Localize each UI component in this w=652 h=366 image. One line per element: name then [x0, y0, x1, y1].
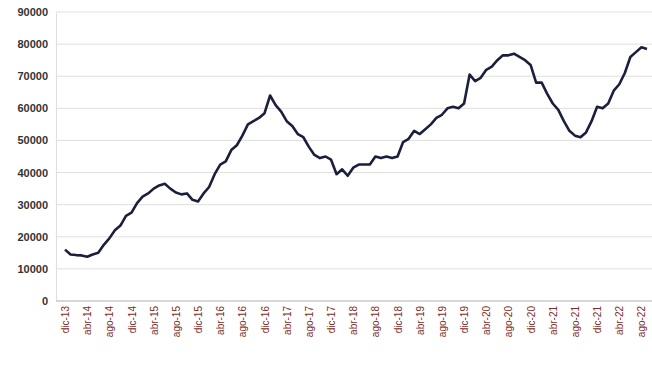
- y-tick: 90000: [17, 6, 56, 18]
- y-tick-label: 50000: [17, 134, 48, 146]
- x-tick: dic-13: [60, 301, 71, 333]
- x-tick: ago-16: [237, 301, 248, 337]
- x-tick-label: ago-16: [237, 306, 248, 338]
- grid-line: [56, 172, 652, 173]
- y-tick: 70000: [17, 70, 56, 82]
- x-tick: ago-14: [104, 301, 115, 337]
- x-tick: abr-14: [82, 301, 93, 335]
- y-tick-label: 60000: [17, 102, 48, 114]
- x-tick: ago-15: [171, 301, 182, 337]
- x-tick-label: dic-16: [260, 306, 271, 334]
- x-tick: abr-20: [481, 301, 492, 335]
- grid-line: [56, 12, 652, 13]
- x-axis: dic-13 abr-14 ago-14 dic-14 abr-15 ago-15 dic-…: [56, 301, 652, 337]
- x-tick-label: ago-22: [636, 306, 647, 338]
- x-axis-line: [56, 301, 652, 302]
- x-tick: ago-19: [437, 301, 448, 337]
- x-tick-label: dic-18: [393, 306, 404, 334]
- x-tick-label: abr-17: [282, 306, 293, 335]
- x-tick: ago-21: [570, 301, 581, 337]
- x-tick: ago-17: [304, 301, 315, 337]
- y-tick-label: 80000: [17, 38, 48, 50]
- y-tick: 40000: [17, 167, 56, 179]
- grid-line: [56, 236, 652, 237]
- x-tick-label: abr-21: [548, 306, 559, 335]
- x-tick-label: abr-19: [415, 306, 426, 335]
- data-line: [65, 47, 647, 256]
- x-tick-label: abr-18: [348, 306, 359, 335]
- x-tick-label: dic-13: [60, 306, 71, 334]
- y-tick: 0: [42, 295, 56, 307]
- grid-line: [56, 268, 652, 269]
- y-tick-label: 30000: [17, 199, 48, 211]
- x-tick: ago-22: [636, 301, 647, 337]
- x-tick: dic-15: [193, 301, 204, 333]
- y-axis: 0 10000 20000 30000 40000 50000 60000 70000 8000…: [17, 6, 56, 307]
- x-tick-label: abr-16: [215, 306, 226, 335]
- x-tick-label: ago-15: [171, 306, 182, 338]
- y-tick-label: 40000: [17, 167, 48, 179]
- y-tick: 50000: [17, 134, 56, 146]
- x-tick: abr-16: [215, 301, 226, 335]
- x-tick: dic-20: [526, 301, 537, 333]
- grid-line: [56, 44, 652, 45]
- x-tick: abr-18: [348, 301, 359, 335]
- x-tick-label: abr-22: [614, 306, 625, 335]
- x-tick-label: dic-15: [193, 306, 204, 334]
- y-tick: 20000: [17, 231, 56, 243]
- x-tick-label: abr-15: [149, 306, 160, 335]
- chart-container: 0 10000 20000 30000 40000 50000 60000 70000 8000…: [0, 0, 652, 366]
- x-tick: ago-20: [503, 301, 514, 337]
- y-tick: 60000: [17, 102, 56, 114]
- x-tick-label: abr-20: [481, 306, 492, 335]
- chart-svg: 0 10000 20000 30000 40000 50000 60000 70000 8000…: [0, 0, 652, 366]
- x-tick-label: dic-21: [592, 306, 603, 334]
- x-tick: ago-18: [370, 301, 381, 337]
- y-axis-line: [56, 13, 57, 302]
- x-tick: dic-21: [592, 301, 603, 333]
- x-tick: dic-18: [393, 301, 404, 333]
- grid-line: [56, 204, 652, 205]
- x-tick-label: abr-14: [82, 306, 93, 335]
- x-tick-label: dic-17: [326, 306, 337, 334]
- x-tick: abr-17: [282, 301, 293, 335]
- y-tick-label: 0: [42, 295, 48, 307]
- x-tick-label: dic-20: [526, 306, 537, 334]
- x-tick: abr-21: [548, 301, 559, 335]
- grid: [56, 12, 652, 301]
- y-tick-label: 10000: [17, 263, 48, 275]
- y-tick: 30000: [17, 199, 56, 211]
- y-tick: 10000: [17, 263, 56, 275]
- grid-line: [56, 76, 652, 77]
- x-tick-label: dic-14: [127, 306, 138, 334]
- y-tick: 80000: [17, 38, 56, 50]
- y-tick-label: 20000: [17, 231, 48, 243]
- x-tick: dic-14: [127, 301, 138, 333]
- x-tick-label: ago-18: [370, 306, 381, 338]
- grid-line: [56, 140, 652, 141]
- x-tick-label: ago-19: [437, 306, 448, 338]
- x-tick: dic-19: [459, 301, 470, 333]
- x-tick-label: ago-14: [104, 306, 115, 338]
- y-tick-label: 90000: [17, 6, 48, 18]
- x-tick: dic-16: [260, 301, 271, 333]
- x-tick-label: ago-20: [503, 306, 514, 338]
- x-tick: abr-19: [415, 301, 426, 335]
- x-tick-label: ago-21: [570, 306, 581, 338]
- grid-line: [56, 301, 652, 302]
- x-tick-label: ago-17: [304, 306, 315, 338]
- grid-line: [56, 108, 652, 109]
- x-tick: abr-22: [614, 301, 625, 335]
- x-tick-label: dic-19: [459, 306, 470, 334]
- x-tick: dic-17: [326, 301, 337, 333]
- plot-area: [65, 47, 647, 256]
- x-tick: abr-15: [149, 301, 160, 335]
- y-tick-label: 70000: [17, 70, 48, 82]
